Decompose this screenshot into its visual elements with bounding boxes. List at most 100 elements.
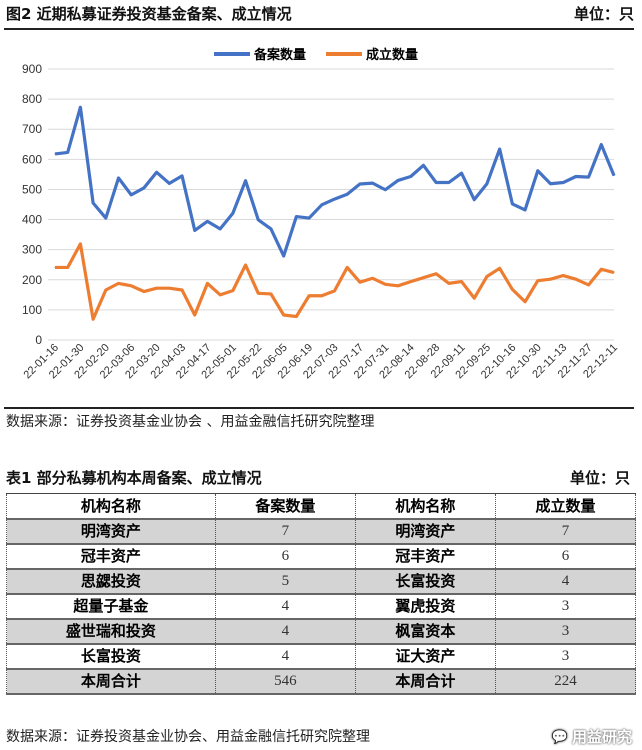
data-point	[473, 297, 475, 299]
header-institution-2: 机构名称	[354, 493, 496, 520]
data-point	[232, 290, 234, 292]
institution-name-cell: 超量子基金	[6, 593, 216, 620]
fund-table: 机构名称 备案数量 机构名称 成立数量 明湾资产 7 明湾资产 7 冠丰资产 6 冠丰资产 6…	[6, 493, 637, 695]
legend: 备案数量 成立数量	[214, 47, 418, 62]
data-point	[359, 281, 361, 283]
header-filing-count: 备案数量	[214, 493, 356, 520]
data-point	[613, 175, 615, 177]
data-point	[600, 268, 602, 270]
institution-name-cell: 翼虎投资	[354, 593, 496, 620]
institution-name-cell: 明湾资产	[6, 518, 216, 545]
count-cell: 4	[494, 568, 637, 595]
data-point	[245, 180, 247, 182]
institution-name-cell: 盛世瑞和投资	[6, 618, 216, 645]
table-header-row: 机构名称 备案数量 机构名称 成立数量	[6, 493, 637, 520]
data-point	[194, 314, 196, 316]
data-point	[613, 272, 615, 274]
count-cell: 5	[214, 568, 356, 595]
title-divider	[4, 28, 634, 30]
data-point	[168, 182, 170, 184]
data-point	[118, 177, 120, 179]
figure-source: 数据来源：证券投资基金业协会 、用益金融信托研究院整理	[6, 414, 375, 430]
data-point	[372, 277, 374, 279]
data-point	[54, 266, 56, 268]
data-point	[422, 164, 424, 166]
data-point	[448, 282, 450, 284]
data-point	[54, 153, 56, 155]
table-unit: 单位：只	[569, 469, 630, 487]
data-point	[600, 144, 602, 146]
figure-title: 图2 近期私募证券投资基金备案、成立情况	[6, 5, 292, 23]
series-line-established	[55, 242, 615, 321]
data-point	[562, 182, 564, 184]
data-point	[499, 148, 501, 150]
data-point	[206, 220, 208, 222]
count-cell: 3	[494, 618, 637, 645]
header-established-count: 成立数量	[494, 493, 637, 520]
count-cell: 6	[494, 543, 637, 570]
data-point	[384, 189, 386, 191]
data-point	[397, 179, 399, 181]
institution-name-cell: 长富投资	[6, 643, 216, 670]
institution-name-cell: 本周合计	[354, 668, 496, 695]
data-point	[372, 182, 374, 184]
count-cell: 224	[494, 668, 637, 695]
table-row: 超量子基金 4 翼虎投资 3	[6, 593, 637, 620]
data-point	[245, 264, 247, 266]
chart-bottom-divider	[4, 407, 634, 409]
data-point	[118, 282, 120, 284]
data-point	[346, 193, 348, 195]
legend-label-filing: 备案数量	[253, 47, 306, 62]
data-point	[283, 255, 285, 257]
data-point	[206, 282, 208, 284]
data-point	[181, 289, 183, 291]
watermark-text: 用益研究	[571, 728, 632, 746]
count-cell: 7	[214, 518, 356, 545]
data-point	[270, 293, 272, 295]
data-point	[575, 278, 577, 280]
institution-name-cell: 本周合计	[6, 668, 216, 695]
figure-unit: 单位：只	[573, 5, 634, 23]
table-source: 数据来源：证券投资基金业协会、用益金融信托研究院整理	[6, 729, 370, 745]
data-point	[384, 283, 386, 285]
count-cell: 7	[494, 518, 637, 545]
data-point	[346, 266, 348, 268]
header-institution: 机构名称	[6, 493, 216, 520]
data-point	[588, 284, 590, 286]
data-point	[283, 314, 285, 316]
data-point	[397, 285, 399, 287]
table-row: 长富投资 4 证大资产 3	[6, 643, 637, 670]
data-point	[105, 289, 107, 291]
data-point	[257, 292, 259, 294]
count-cell: 3	[494, 643, 637, 670]
y-tick-label: 400	[22, 213, 42, 227]
legend-label-established: 成立数量	[366, 47, 418, 62]
data-point	[359, 183, 361, 185]
count-cell: 6	[214, 543, 356, 570]
data-point	[334, 198, 335, 200]
data-point	[295, 316, 297, 318]
institution-name-cell: 冠丰资产	[354, 543, 496, 570]
data-point	[79, 106, 81, 108]
data-point	[232, 212, 234, 214]
count-cell: 3	[494, 593, 637, 620]
data-point	[473, 199, 475, 201]
data-point	[156, 171, 158, 173]
table-row: 冠丰资产 6 冠丰资产 6	[6, 543, 637, 570]
data-point	[270, 228, 272, 230]
data-point	[130, 194, 132, 196]
data-point	[321, 204, 323, 206]
data-point	[321, 295, 323, 297]
table-row: 明湾资产 7 明湾资产 7	[6, 518, 637, 545]
y-tick-label: 800	[22, 92, 42, 106]
data-point	[143, 187, 145, 189]
data-point	[588, 176, 590, 178]
data-point	[524, 209, 526, 211]
data-point	[257, 219, 259, 221]
table-row: 思勰投资 5 长富投资 4	[6, 568, 637, 595]
institution-name-cell: 证大资产	[354, 643, 496, 670]
data-point	[67, 151, 69, 153]
data-point	[461, 281, 463, 283]
table-title: 表1 部分私募机构本周备案、成立情况	[6, 469, 262, 487]
data-point	[219, 294, 221, 296]
